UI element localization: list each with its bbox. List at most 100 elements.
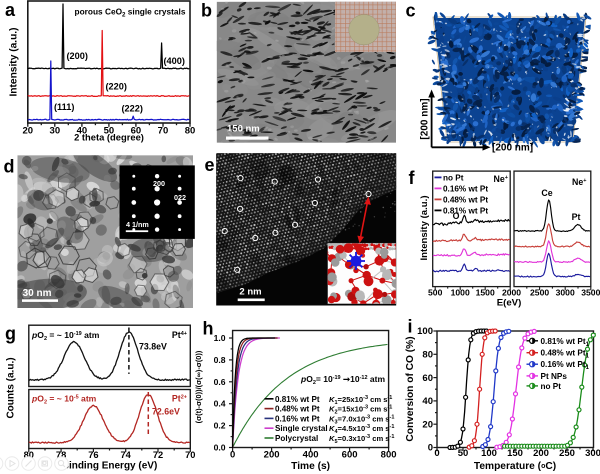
svg-text:pO2 = ~ 10-5 atm: pO2 = ~ 10-5 atm xyxy=(31,394,97,406)
svg-text:2 theta (degree): 2 theta (degree) xyxy=(74,132,144,143)
svg-text:Polycrystal: Polycrystal xyxy=(275,434,318,443)
svg-text:3500: 3500 xyxy=(581,288,600,298)
svg-text:76: 76 xyxy=(88,450,98,460)
svg-text:e: e xyxy=(205,155,215,175)
svg-text:20: 20 xyxy=(23,126,34,137)
svg-text:0.0: 0.0 xyxy=(214,443,226,453)
svg-text:K1=25x10-3 cm s-1: K1=25x10-3 cm s-1 xyxy=(329,395,392,406)
svg-text:1000: 1000 xyxy=(451,288,470,298)
svg-text:Ne+: Ne+ xyxy=(494,174,508,184)
svg-text:Intensity (a.u.): Intensity (a.u.) xyxy=(9,27,20,96)
svg-text:800: 800 xyxy=(381,450,397,461)
svg-text:K5=0.3x10-3 cm s-1: K5=0.3x10-3 cm s-1 xyxy=(329,434,394,445)
svg-text:50: 50 xyxy=(104,126,115,137)
svg-text:100: 100 xyxy=(481,448,497,459)
svg-text:400: 400 xyxy=(303,450,319,461)
svg-text:200: 200 xyxy=(153,179,165,188)
svg-text:0: 0 xyxy=(230,450,235,461)
svg-text:0.8: 0.8 xyxy=(214,355,226,365)
svg-text:022: 022 xyxy=(174,193,186,202)
svg-text:2000: 2000 xyxy=(502,288,521,298)
svg-text:(200): (200) xyxy=(67,51,88,61)
svg-text:0.16% wt Pt: 0.16% wt Pt xyxy=(443,184,488,193)
svg-text:100: 100 xyxy=(417,326,433,337)
svg-text:70: 70 xyxy=(185,450,195,460)
svg-text:d: d xyxy=(4,157,15,177)
svg-text:300: 300 xyxy=(585,448,600,459)
svg-text:0.48% wt Pt: 0.48% wt Pt xyxy=(275,405,320,414)
svg-text:60: 60 xyxy=(131,126,142,137)
svg-text:200: 200 xyxy=(264,450,280,461)
svg-text:(111): (111) xyxy=(54,102,74,112)
svg-text:K3=7.0x10-3 cm s-1: K3=7.0x10-3 cm s-1 xyxy=(329,414,394,425)
svg-text:30: 30 xyxy=(50,126,61,137)
svg-text:500: 500 xyxy=(428,288,443,298)
svg-text:80: 80 xyxy=(422,350,433,361)
svg-text:b: b xyxy=(201,1,212,21)
svg-text:h: h xyxy=(203,319,214,339)
svg-text:Pt2+: Pt2+ xyxy=(172,394,187,404)
svg-text:80: 80 xyxy=(24,450,34,460)
svg-text:0.81% wt Pt: 0.81% wt Pt xyxy=(275,395,320,404)
svg-text:(222): (222) xyxy=(122,104,143,114)
svg-text:20: 20 xyxy=(422,419,433,430)
svg-text:K4=4.5x10-3 cm s-1: K4=4.5x10-3 cm s-1 xyxy=(329,424,394,435)
svg-text:0.2: 0.2 xyxy=(214,421,226,431)
svg-text:Intensity (a.u.): Intensity (a.u.) xyxy=(419,195,430,260)
svg-text:74: 74 xyxy=(121,450,132,460)
svg-text:600: 600 xyxy=(342,450,358,461)
svg-text:4 1/nm: 4 1/nm xyxy=(126,220,149,229)
svg-text:72: 72 xyxy=(153,450,163,460)
svg-text:E(eV): E(eV) xyxy=(497,298,522,309)
svg-text:(220): (220) xyxy=(106,82,127,92)
svg-text:a: a xyxy=(5,0,16,20)
svg-text:c: c xyxy=(406,1,416,21)
svg-text:78: 78 xyxy=(56,450,66,460)
svg-text:pO2 = ~ 10-19 atm: pO2 = ~ 10-19 atm xyxy=(31,330,100,342)
svg-text:Time (s): Time (s) xyxy=(291,461,330,472)
svg-text:2500: 2500 xyxy=(530,288,549,298)
svg-text:200: 200 xyxy=(533,448,549,459)
svg-text:30 nm: 30 nm xyxy=(23,288,52,299)
svg-text:1500: 1500 xyxy=(476,288,495,298)
svg-text:1.0: 1.0 xyxy=(214,333,226,343)
svg-text:Pt: Pt xyxy=(572,212,581,222)
svg-text:Ne+: Ne+ xyxy=(572,177,586,187)
svg-text:0.16% wt Pt: 0.16% wt Pt xyxy=(275,414,320,423)
svg-text:2 nm: 2 nm xyxy=(239,287,261,298)
svg-text:0: 0 xyxy=(434,448,439,459)
svg-text:3000: 3000 xyxy=(556,288,575,298)
svg-text:Pt4+: Pt4+ xyxy=(172,330,187,340)
svg-text:(σ(t)-σ(0))/(σ(∞)-σ(0)): (σ(t)-σ(0))/(σ(∞)-σ(0)) xyxy=(194,350,203,423)
svg-text:0.48% wt Pt: 0.48% wt Pt xyxy=(443,195,488,204)
svg-text:72.6eV: 72.6eV xyxy=(152,407,180,417)
svg-text:60: 60 xyxy=(422,373,433,384)
svg-text:40: 40 xyxy=(77,126,88,137)
svg-text:0.6: 0.6 xyxy=(214,377,226,387)
svg-text:f: f xyxy=(409,168,416,188)
svg-text:0: 0 xyxy=(428,443,433,454)
svg-text:O: O xyxy=(453,211,460,221)
svg-text:40: 40 xyxy=(422,396,433,407)
svg-text:80: 80 xyxy=(185,126,196,137)
svg-text:70: 70 xyxy=(158,126,169,137)
svg-text:150: 150 xyxy=(507,448,523,459)
svg-text:0.4: 0.4 xyxy=(214,399,226,409)
svg-text:[200 nm]: [200 nm] xyxy=(492,143,533,154)
svg-text:0.81% wt Pt: 0.81% wt Pt xyxy=(443,206,488,215)
svg-text:Temperature (oC): Temperature (oC) xyxy=(474,461,556,472)
svg-text:50: 50 xyxy=(458,448,469,459)
svg-text:(400): (400) xyxy=(164,56,185,66)
svg-text:Conversion of CO (%): Conversion of CO (%) xyxy=(405,336,416,441)
svg-text:Binding Energy (eV): Binding Energy (eV) xyxy=(62,461,158,472)
svg-text:73.8eV: 73.8eV xyxy=(139,342,167,352)
svg-text:0.81% wt Pt1: 0.81% wt Pt1 xyxy=(541,337,590,348)
svg-text:250: 250 xyxy=(559,448,575,459)
svg-text:Single crystal: Single crystal xyxy=(275,424,328,433)
svg-text:150 nm: 150 nm xyxy=(227,124,260,135)
svg-text:g: g xyxy=(5,324,16,344)
svg-text:Ce: Ce xyxy=(541,188,552,198)
svg-text:K2=15x10-3 cm s-1: K2=15x10-3 cm s-1 xyxy=(329,405,392,416)
svg-text:porous CeO2 single crystals: porous CeO2 single crystals xyxy=(75,7,186,19)
svg-text:no Pt: no Pt xyxy=(443,173,464,182)
